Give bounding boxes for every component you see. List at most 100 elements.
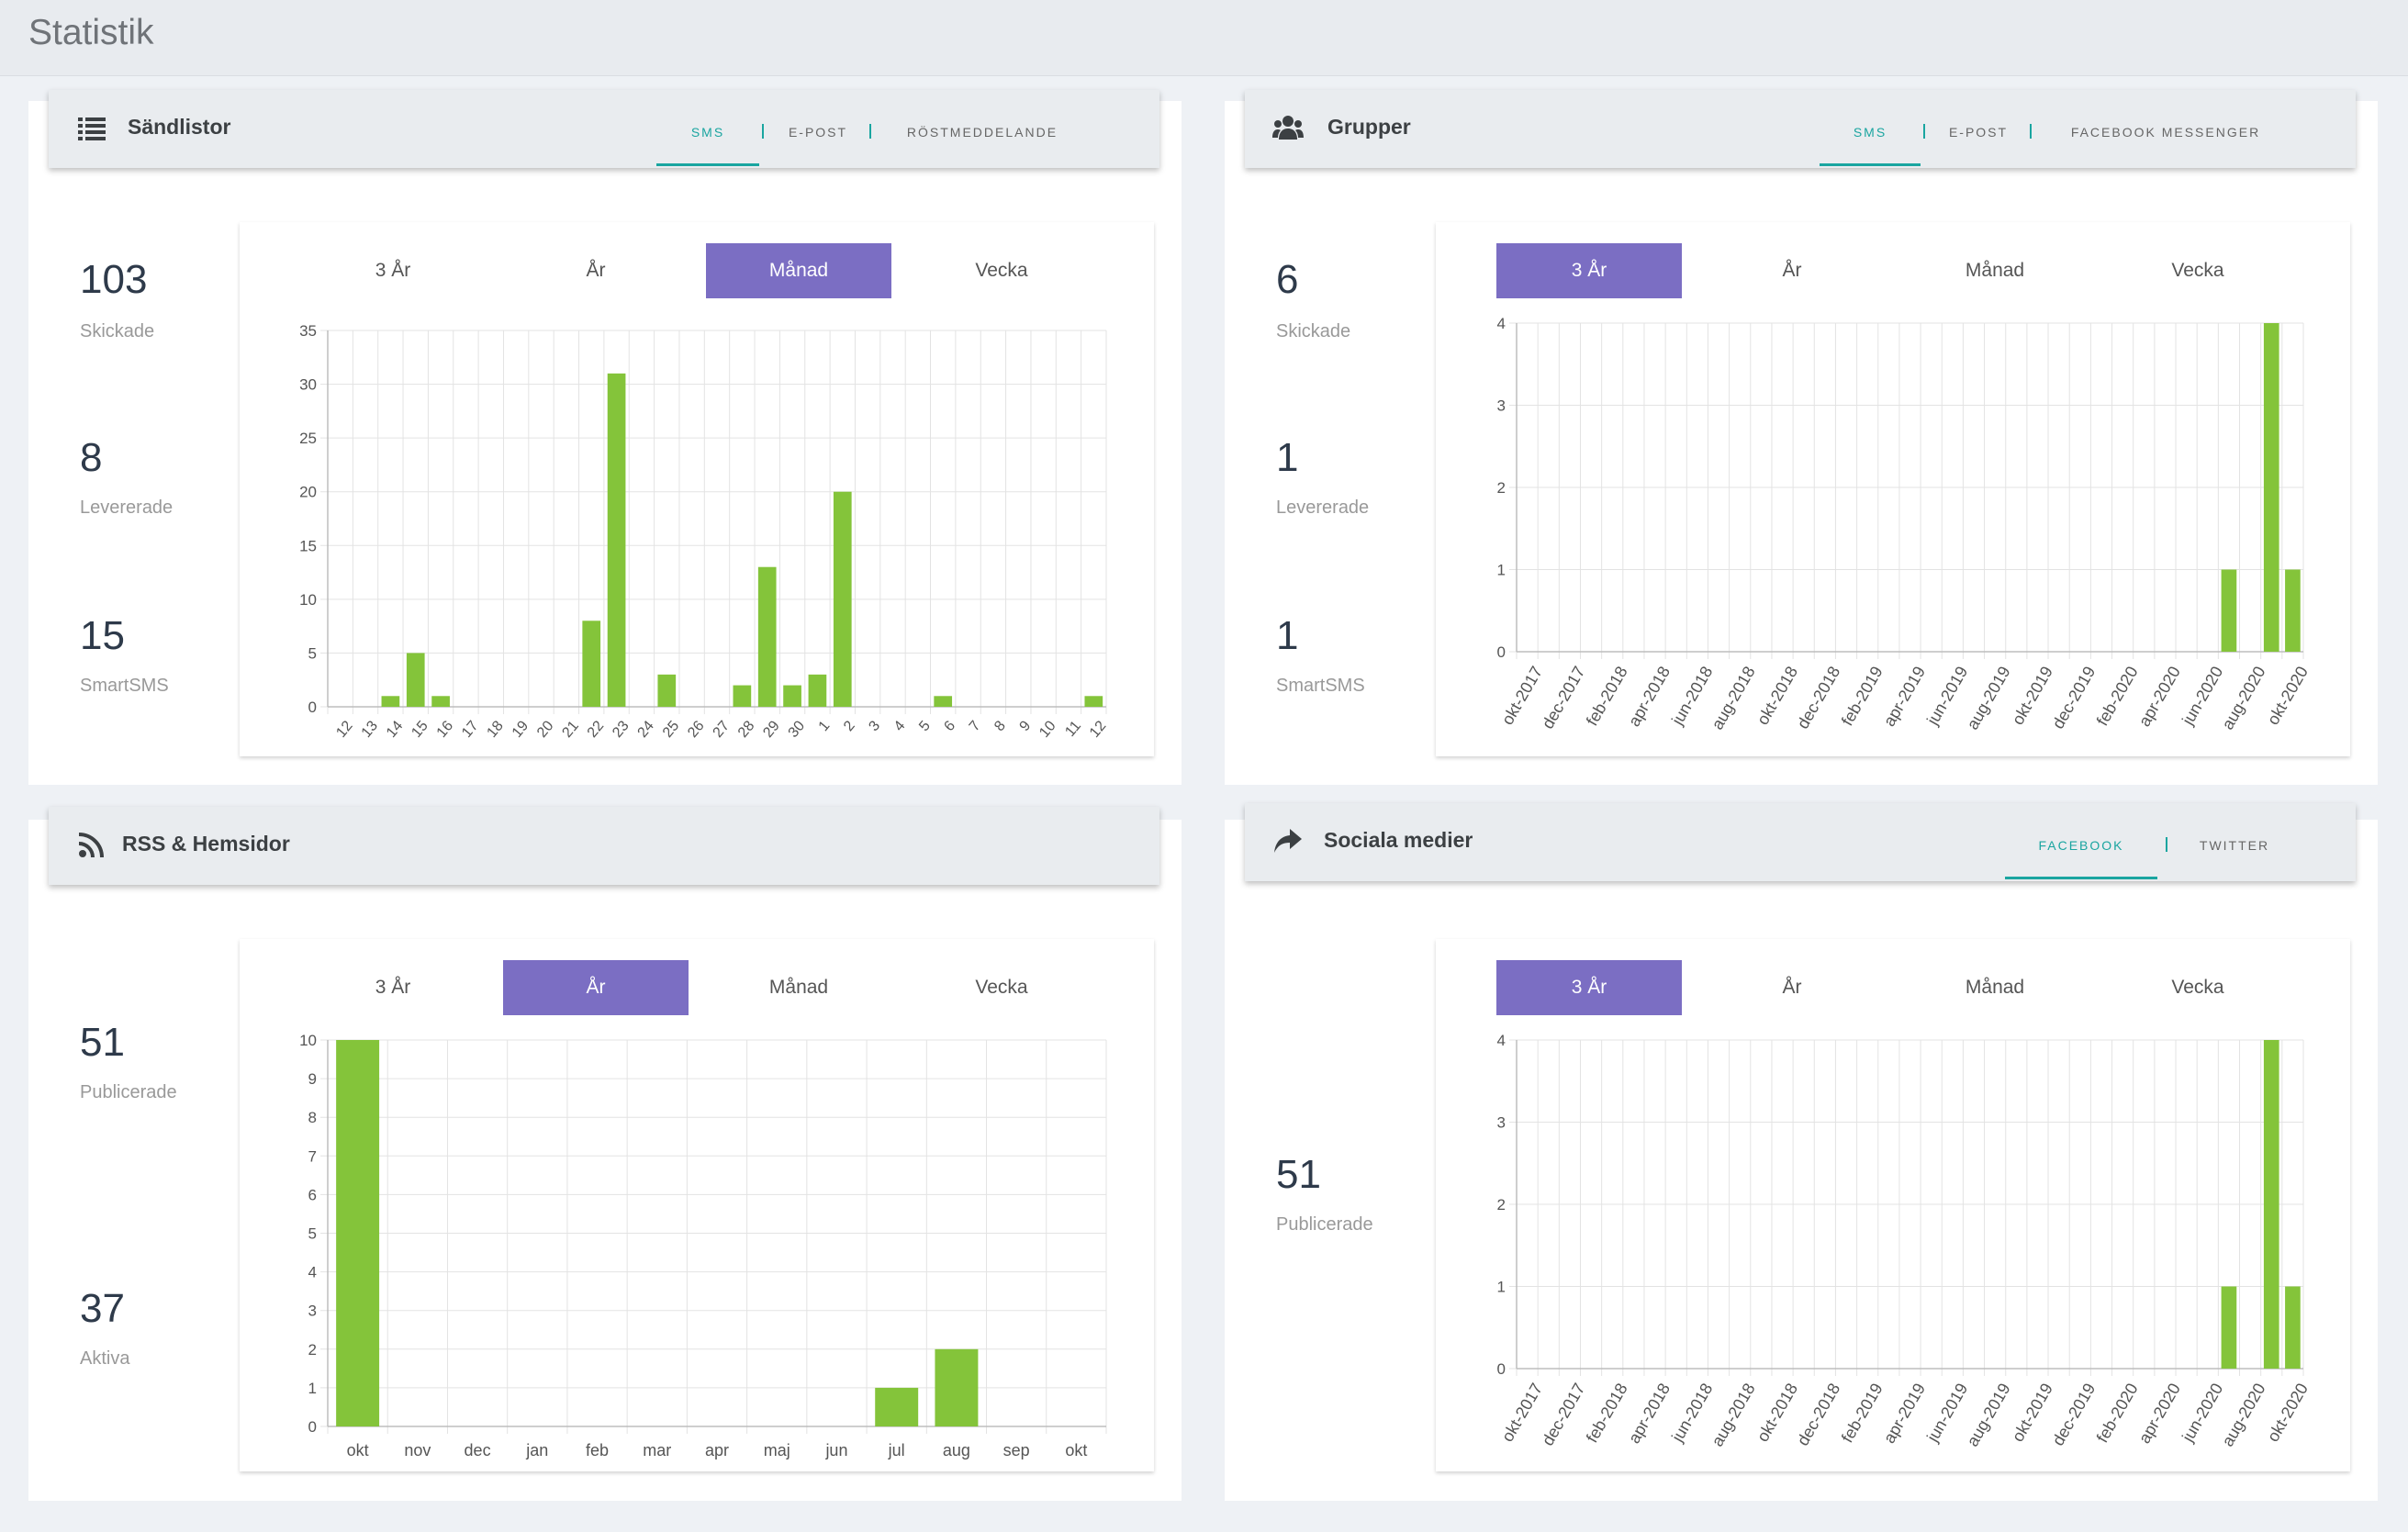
- bar[interactable]: [607, 373, 626, 707]
- x-tick-label: 15: [409, 718, 431, 741]
- bar[interactable]: [2285, 569, 2301, 653]
- tab-rostmeddelande[interactable]: RÖSTMEDDELANDE: [906, 125, 1058, 140]
- bar[interactable]: [935, 1348, 979, 1426]
- x-tick-label: aug-2019: [1963, 1380, 2013, 1449]
- x-tick-label: jun: [824, 1441, 847, 1459]
- x-tick-label: 17: [459, 718, 482, 741]
- period-tab-manad[interactable]: Månad: [1965, 260, 2025, 281]
- tab-separator: [762, 124, 764, 139]
- x-tick-label: 2: [841, 718, 858, 734]
- stat-skickade-label: Skickade: [80, 321, 155, 341]
- period-tab-vecka[interactable]: Vecka: [2171, 260, 2224, 281]
- bar[interactable]: [733, 685, 752, 707]
- x-tick-label: 26: [685, 718, 708, 741]
- x-tick-label: dec-2017: [1539, 663, 1589, 732]
- x-tick-label: apr-2019: [1880, 1380, 1929, 1446]
- period-tab-ar[interactable]: År: [1782, 260, 1802, 281]
- x-tick-label: okt-2020: [2264, 1380, 2312, 1445]
- stat-publicerade-label: Publicerade: [1276, 1214, 1373, 1235]
- x-tick-label: 4: [891, 718, 909, 734]
- period-tab-vecka[interactable]: Vecka: [975, 260, 1028, 281]
- x-tick-label: 12: [333, 718, 356, 741]
- tab-facebook[interactable]: FACEBOOK: [2005, 803, 2157, 879]
- tab-e-post[interactable]: E-POST: [1948, 125, 2009, 140]
- period-tab-3ar[interactable]: 3 År: [1496, 960, 1682, 1015]
- bar[interactable]: [2285, 1286, 2301, 1370]
- y-tick-label: 7: [308, 1147, 317, 1165]
- y-tick-label: 0: [308, 1418, 317, 1436]
- x-tick-label: okt-2017: [1498, 1380, 1546, 1445]
- period-tab-manad[interactable]: Månad: [1965, 977, 2025, 998]
- x-tick-label: okt-2020: [2264, 663, 2312, 728]
- bar[interactable]: [808, 674, 827, 707]
- bar[interactable]: [934, 696, 953, 707]
- period-tab-vecka[interactable]: Vecka: [2171, 977, 2224, 998]
- bar[interactable]: [2263, 1040, 2279, 1369]
- x-tick-label: aug-2018: [1708, 663, 1758, 732]
- y-tick-label: 25: [299, 430, 317, 447]
- bar[interactable]: [336, 1040, 380, 1426]
- x-tick-label: 13: [359, 718, 382, 741]
- tab-twitter[interactable]: TWITTER: [2199, 838, 2270, 853]
- bar[interactable]: [2221, 1286, 2237, 1370]
- x-tick-label: okt-2018: [1753, 1380, 1801, 1445]
- bar[interactable]: [406, 653, 425, 707]
- x-tick-label: okt-2019: [2009, 663, 2056, 728]
- x-tick-label: 29: [760, 718, 783, 741]
- period-tab-ar[interactable]: År: [1782, 977, 1802, 998]
- stat-smartsms-value: 15: [80, 613, 125, 658]
- x-tick-label: apr-2018: [1625, 1380, 1674, 1446]
- x-tick-label: 10: [1036, 718, 1059, 741]
- bar[interactable]: [875, 1387, 919, 1426]
- tab-sms[interactable]: SMS: [1820, 90, 1921, 166]
- y-tick-label: 0: [1497, 1360, 1506, 1378]
- y-tick-label: 3: [1497, 1114, 1506, 1132]
- y-tick-label: 6: [308, 1186, 317, 1203]
- period-tab-manad[interactable]: Månad: [706, 243, 891, 298]
- period-tab-vecka[interactable]: Vecka: [975, 977, 1028, 998]
- period-tab-3ar[interactable]: 3 År: [1496, 243, 1682, 298]
- bar[interactable]: [833, 491, 852, 707]
- x-tick-label: jun-2018: [1668, 1380, 1717, 1446]
- tab-e-post[interactable]: E-POST: [788, 125, 848, 140]
- stat-skickade-value: 6: [1276, 257, 1299, 302]
- x-tick-label: feb-2020: [2093, 663, 2142, 729]
- bar[interactable]: [1084, 696, 1103, 707]
- panel-rss: RSS & Hemsidor 51 Publicerade 37 Aktiva …: [28, 807, 1182, 1501]
- rss-icon: [78, 833, 104, 858]
- x-tick-label: jul: [888, 1441, 905, 1459]
- bar[interactable]: [381, 696, 400, 707]
- tab-sms[interactable]: SMS: [656, 90, 759, 166]
- x-tick-label: dec-2017: [1539, 1380, 1589, 1448]
- x-tick-label: apr-2018: [1625, 663, 1674, 729]
- period-tab-ar[interactable]: År: [586, 260, 606, 281]
- stat-publicerade-value: 51: [80, 1020, 125, 1065]
- period-tab-3ar[interactable]: 3 År: [375, 260, 411, 281]
- bar[interactable]: [582, 621, 601, 707]
- bar[interactable]: [2221, 569, 2237, 653]
- period-tab-manad[interactable]: Månad: [768, 977, 829, 998]
- tab-facebook-messenger[interactable]: FACEBOOK MESSENGER: [2070, 125, 2261, 140]
- x-tick-label: feb-2020: [2093, 1380, 2142, 1446]
- bar[interactable]: [657, 674, 677, 707]
- x-tick-label: 14: [384, 718, 407, 741]
- bar[interactable]: [431, 696, 450, 707]
- y-tick-label: 35: [299, 322, 317, 340]
- x-tick-label: 28: [735, 718, 758, 741]
- page-title: Statistik: [28, 13, 154, 52]
- bar[interactable]: [783, 685, 801, 707]
- chart-card: 3 År År Månad Vecka 0 5 10 15 20 25 30 35 12 13 14…: [240, 222, 1154, 756]
- x-tick-label: okt: [347, 1441, 369, 1459]
- period-tab-ar[interactable]: År: [503, 960, 689, 1015]
- x-tick-label: dec-2018: [1794, 1380, 1844, 1448]
- bar[interactable]: [757, 566, 777, 707]
- x-tick-label: 7: [967, 718, 984, 734]
- bar[interactable]: [2263, 323, 2279, 652]
- period-tab-3ar[interactable]: 3 År: [375, 977, 411, 998]
- x-tick-label: aug: [943, 1441, 970, 1459]
- x-tick-label: 11: [1062, 718, 1084, 740]
- y-tick-label: 1: [308, 1380, 317, 1397]
- x-tick-label: jun-2019: [1923, 1380, 1972, 1446]
- bar-chart: 0 1 2 3 4 5 6 7 8 9 10 okt nov dec jan feb mar apr maj jun j…: [299, 1032, 1107, 1459]
